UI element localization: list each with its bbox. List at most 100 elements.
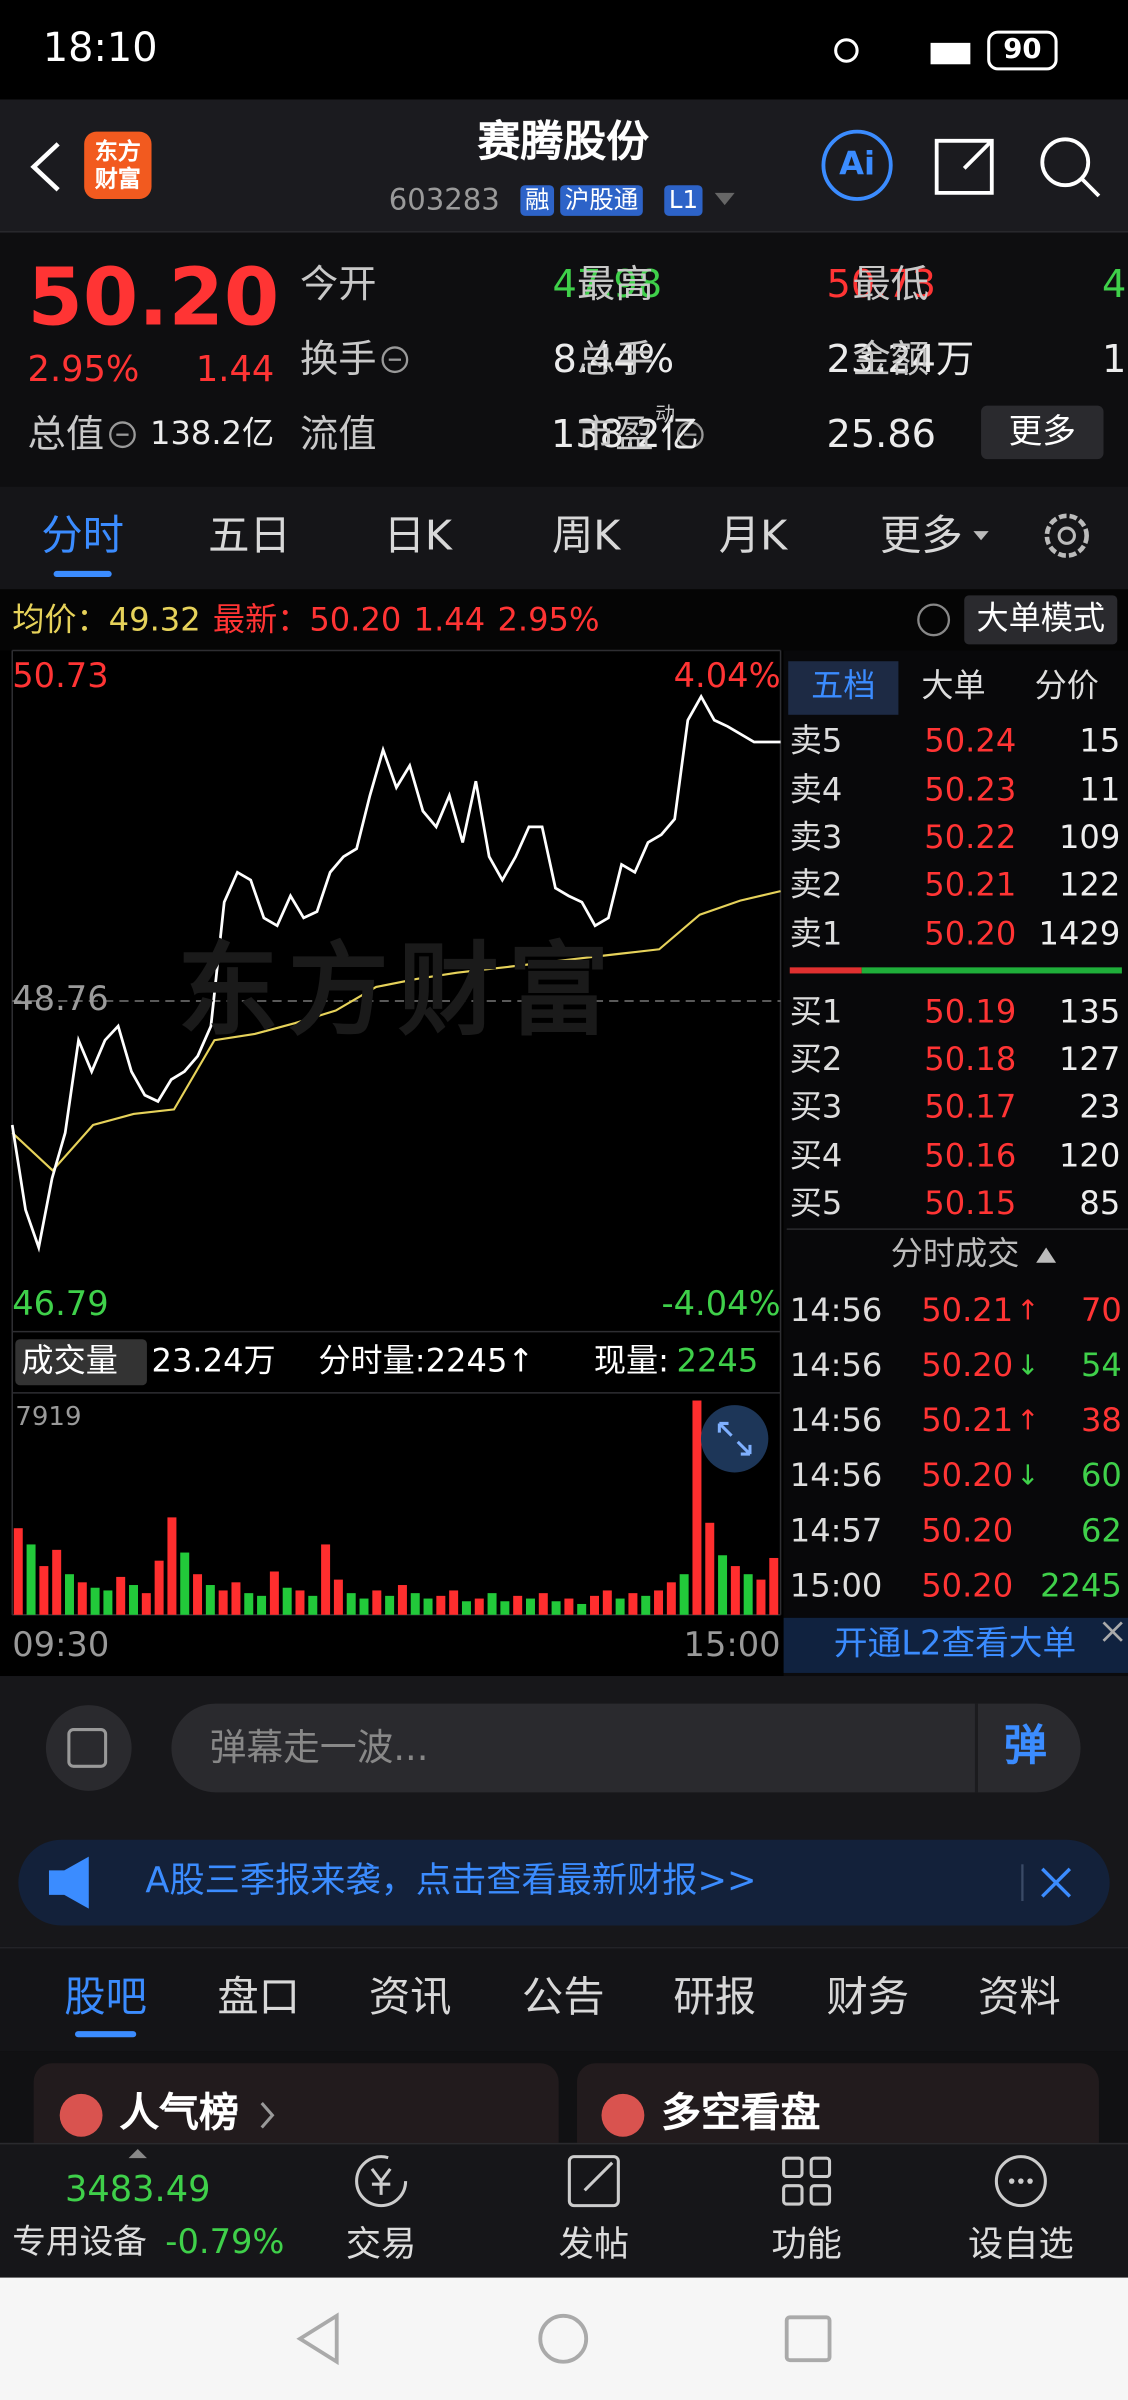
book-price: 50.16 bbox=[924, 1137, 1017, 1175]
volume-bar bbox=[743, 1574, 753, 1615]
volume-bar bbox=[590, 1595, 599, 1615]
field-value: 8.44% bbox=[552, 336, 675, 382]
content-tab[interactable]: 资料 bbox=[978, 1974, 1061, 2022]
l2-close bbox=[1102, 1621, 1123, 1642]
content-tab[interactable]: 股吧 bbox=[64, 1974, 147, 2022]
period-tab[interactable]: 月K bbox=[718, 512, 788, 560]
card-title[interactable]: 多空看盘 bbox=[661, 2091, 821, 2138]
badge: 沪股通 bbox=[560, 185, 643, 216]
info-text: 最新： bbox=[212, 601, 310, 639]
volume-bar bbox=[180, 1552, 190, 1615]
volume-bar bbox=[295, 1590, 305, 1615]
change-pct: 2.95% bbox=[27, 350, 140, 391]
search-handle bbox=[1080, 177, 1101, 198]
field-label: 流值 bbox=[299, 411, 377, 457]
nav-icon bbox=[782, 2184, 804, 2206]
period-tabs bbox=[0, 486, 1128, 590]
nav-label[interactable]: 设自选 bbox=[968, 2225, 1074, 2266]
volume-bar bbox=[564, 1598, 574, 1615]
content-tab[interactable]: 公告 bbox=[521, 1974, 605, 2022]
field-label: 总值 bbox=[27, 411, 105, 457]
nav-label[interactable]: 功能 bbox=[771, 2225, 842, 2266]
volume-bar bbox=[321, 1544, 331, 1615]
book-tab[interactable]: 五档 bbox=[811, 667, 876, 705]
volume-bar bbox=[705, 1522, 715, 1615]
nav-icon bbox=[567, 2155, 620, 2208]
volume-bar bbox=[333, 1579, 343, 1615]
danmaku-toggle bbox=[45, 1705, 132, 1791]
l2-link[interactable]: 开通L2查看大单 bbox=[833, 1625, 1077, 1664]
sector-name[interactable]: 专用设备 bbox=[12, 2223, 147, 2262]
more-button[interactable] bbox=[981, 405, 1104, 460]
book-price: 50.15 bbox=[924, 1185, 1017, 1223]
trade-direction: ↑ bbox=[1016, 1405, 1040, 1438]
book-price: 50.23 bbox=[924, 772, 1017, 809]
volume-label[interactable]: 成交量 bbox=[21, 1342, 118, 1380]
banner-text[interactable]: A股三季报来袭，点击查看最新财报>> bbox=[145, 1861, 757, 1902]
mode-label[interactable]: 大单模式 bbox=[976, 600, 1106, 638]
volume-bar bbox=[26, 1544, 36, 1615]
help-icon bbox=[917, 603, 951, 637]
book-level: 卖4 bbox=[789, 772, 843, 809]
bottom-tabs-bar bbox=[0, 1946, 1128, 2052]
volume-bar bbox=[641, 1595, 651, 1615]
comment-input[interactable] bbox=[171, 1703, 1081, 1793]
book-volume: 85 bbox=[1079, 1185, 1121, 1223]
tab-underline bbox=[53, 570, 112, 578]
volume-bar bbox=[231, 1582, 241, 1615]
nav-icon bbox=[355, 2155, 408, 2208]
volume-bar bbox=[718, 1555, 728, 1615]
info-icon bbox=[676, 421, 704, 449]
price-label: 48.76 bbox=[12, 980, 109, 1020]
period-tab[interactable]: 更多 bbox=[880, 512, 963, 560]
nav-icon bbox=[994, 2155, 1047, 2208]
card[interactable] bbox=[577, 2063, 1099, 2156]
index-value[interactable]: 3483.49 bbox=[64, 2170, 211, 2211]
nav-label[interactable]: 交易 bbox=[345, 2225, 417, 2266]
book-level: 买1 bbox=[789, 993, 843, 1031]
period-tab[interactable]: 五日 bbox=[208, 512, 291, 560]
banner[interactable] bbox=[18, 1839, 1110, 1926]
content-tab[interactable]: 盘口 bbox=[217, 1974, 300, 2022]
comment-placeholder[interactable]: 弹幕走一波... bbox=[209, 1725, 429, 1769]
volume-bar bbox=[436, 1595, 446, 1615]
field-label: 金额 bbox=[852, 336, 930, 382]
volume-bar bbox=[385, 1595, 395, 1615]
mode-button[interactable] bbox=[964, 595, 1118, 645]
volume-bar bbox=[218, 1590, 228, 1615]
period-tab[interactable]: 日K bbox=[383, 512, 453, 560]
info-text: 50.20 bbox=[309, 601, 402, 639]
content-tab[interactable]: 研报 bbox=[673, 1974, 757, 2022]
pct-low: -4.04% bbox=[661, 1285, 781, 1324]
volume-bar bbox=[77, 1582, 87, 1615]
volume-bar bbox=[244, 1593, 254, 1615]
field-label: 市盈 bbox=[577, 411, 654, 457]
book-tab[interactable]: 大单 bbox=[921, 667, 986, 705]
volume-bar bbox=[654, 1590, 664, 1615]
nav-label[interactable]: 发帖 bbox=[558, 2225, 630, 2266]
content-tab[interactable]: 财务 bbox=[826, 1974, 910, 2022]
sector-change[interactable]: -0.79% bbox=[165, 2223, 285, 2262]
watermark: 东方财富 bbox=[177, 932, 619, 1051]
banner-close bbox=[1041, 1867, 1072, 1898]
trade-time: 15:00 bbox=[789, 1567, 883, 1605]
system-nav bbox=[0, 2277, 1128, 2400]
battery-level: 90 bbox=[1003, 33, 1042, 67]
card-title[interactable]: 人气榜 bbox=[119, 2091, 239, 2138]
book-tab[interactable]: 分价 bbox=[1034, 667, 1099, 705]
volume-selector[interactable] bbox=[15, 1339, 147, 1386]
ai-label[interactable]: Ai bbox=[839, 146, 876, 183]
period-tab[interactable]: 周K bbox=[551, 512, 621, 560]
volume-bar bbox=[141, 1593, 151, 1615]
l2-bar[interactable] bbox=[783, 1617, 1128, 1673]
more-label[interactable]: 更多 bbox=[1008, 412, 1076, 452]
volume-bar bbox=[449, 1590, 459, 1615]
card[interactable] bbox=[33, 2063, 559, 2156]
current-label: 现量: bbox=[593, 1342, 669, 1380]
content-tab[interactable]: 资讯 bbox=[368, 1974, 452, 2022]
period-tab[interactable]: 分时 bbox=[41, 512, 124, 560]
danmaku-button[interactable]: 弹 bbox=[1004, 1720, 1047, 1772]
